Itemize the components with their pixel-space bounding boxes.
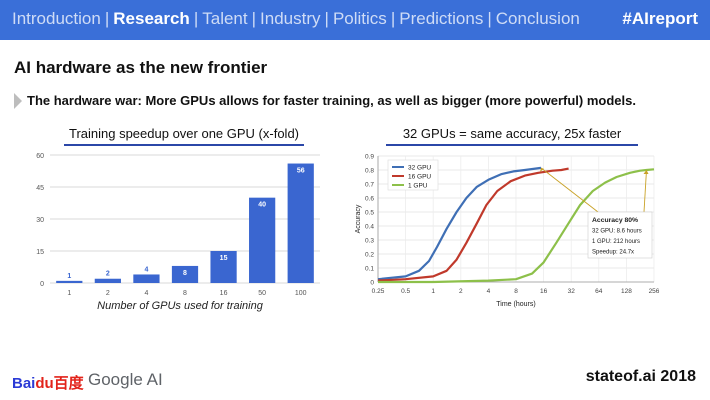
y-tick-label: 0 — [370, 280, 374, 287]
slide-title: AI hardware as the new frontier — [14, 58, 268, 77]
bar-data-label: 56 — [297, 168, 305, 175]
arrowhead-icon — [643, 170, 649, 174]
baidu-logo: Baidu百度 — [12, 372, 84, 393]
line-chart-title-text: 32 GPUs = same accuracy, 25x faster — [402, 126, 622, 141]
baidu-logo-text1: Bai — [12, 375, 36, 392]
annotation-text: 1 GPU: 212 hours — [592, 239, 640, 245]
y-tick-label: 60 — [36, 153, 44, 160]
y-tick-label: 0 — [40, 281, 44, 288]
bar-data-label: 1 — [67, 273, 71, 280]
x-tick-label: 8 — [183, 290, 187, 297]
bar-chart-xlabel: Number of GPUs used for training — [97, 300, 263, 312]
bar — [249, 197, 276, 283]
x-tick-label: 8 — [514, 288, 518, 295]
line-chart: 0 0.1 0.2 0.3 0.4 0.5 0.6 0.7 0.8 0.9 0.25 0.5 1 2 4 8 1… — [355, 154, 660, 309]
nav-item-talent[interactable]: Talent — [202, 9, 248, 28]
nav-separator: | — [390, 9, 396, 28]
legend-label: 16 GPU — [408, 174, 431, 181]
x-tick-label: 2 — [106, 290, 110, 297]
y-tick-label: 15 — [36, 249, 44, 256]
bar — [210, 251, 237, 283]
section-nav: Introduction | Research | Talent | Industry | Po… — [12, 9, 580, 29]
bar-chart-title: Training speedup over one GPU (x-fold) — [64, 126, 304, 146]
bar — [56, 280, 83, 283]
annotation-arrow — [643, 169, 647, 213]
bar-data-label: 8 — [183, 270, 187, 277]
bar-data-label: 40 — [258, 202, 266, 209]
x-tick-label: 0.25 — [372, 288, 385, 295]
y-tick-label: 0.3 — [365, 238, 374, 245]
bar-data-label: 15 — [220, 255, 228, 262]
x-tick-label: 256 — [649, 288, 660, 295]
footer-site-label: stateof.ai 2018 — [585, 368, 696, 385]
annotation-box — [587, 211, 653, 259]
baidu-logo-cn: 百度 — [53, 375, 84, 392]
bullet-arrow-icon — [14, 93, 22, 109]
hashtag-label: #AIreport — [622, 9, 698, 28]
x-tick-label: 1 — [431, 288, 435, 295]
title-underline — [64, 144, 304, 146]
bar — [133, 274, 160, 283]
annotation-text: Accuracy 80% — [592, 217, 638, 224]
bar-data-label: 4 — [144, 266, 148, 273]
nav-item-conclusion[interactable]: Conclusion — [495, 9, 580, 28]
x-tick-label: 0.5 — [401, 288, 410, 295]
nav-separator: | — [104, 9, 110, 28]
bar-chart-title-text: Training speedup over one GPU (x-fold) — [68, 126, 300, 141]
x-tick-label: 50 — [258, 290, 266, 297]
y-tick-label: 0.7 — [365, 182, 374, 189]
x-tick-label: 4 — [144, 290, 148, 297]
bar — [287, 163, 314, 283]
nav-separator: | — [251, 9, 257, 28]
x-tick-label: 1 — [67, 290, 71, 297]
legend-label: 32 GPU — [408, 165, 431, 172]
nav-separator: | — [193, 9, 199, 28]
bar-chart: 0 15 30 45 60 1 1 2 2 4 4 8 8 15 16 40 50 56 100 — [36, 153, 320, 297]
y-axis-label: Accuracy — [355, 204, 362, 233]
x-axis-label: Time (hours) — [496, 301, 535, 308]
annotation-text: 32 GPU: 8.6 hours — [592, 229, 642, 235]
x-tick-label: 4 — [487, 288, 491, 295]
google-ai-logo: Google AI — [88, 370, 163, 389]
y-tick-label: 0.5 — [365, 210, 374, 217]
x-tick-label: 100 — [295, 290, 307, 297]
nav-separator: | — [324, 9, 329, 28]
x-tick-label: 16 — [540, 288, 548, 295]
x-tick-label: 16 — [220, 290, 228, 297]
y-tick-label: 0.4 — [365, 224, 374, 231]
y-tick-label: 45 — [36, 185, 44, 192]
x-tick-label: 32 — [568, 288, 576, 295]
legend-label: 1 GPU — [408, 183, 428, 190]
title-underline — [386, 144, 638, 146]
baidu-logo-text2: du — [35, 375, 54, 392]
y-tick-label: 0.6 — [365, 196, 374, 203]
arrowhead-icon — [540, 167, 545, 172]
x-tick-label: 128 — [621, 288, 632, 295]
y-tick-label: 0.2 — [365, 252, 374, 259]
nav-item-predictions[interactable]: Predictions — [399, 9, 484, 28]
bar — [94, 278, 121, 283]
y-tick-label: 30 — [36, 217, 44, 224]
x-tick-label: 2 — [459, 288, 463, 295]
nav-item-introduction[interactable]: Introduction — [12, 9, 101, 28]
x-tick-label: 64 — [595, 288, 603, 295]
annotation-arrow — [540, 167, 599, 213]
series-line — [378, 168, 655, 284]
slide-subtitle: The hardware war: More GPUs allows for f… — [27, 93, 636, 108]
nav-item-industry[interactable]: Industry — [260, 9, 321, 28]
y-tick-label: 0.8 — [365, 168, 374, 175]
annotation-text: Speedup: 24.7x — [592, 250, 634, 256]
nav-item-research[interactable]: Research — [113, 9, 190, 28]
y-tick-label: 0.1 — [365, 266, 374, 273]
line-chart-title: 32 GPUs = same accuracy, 25x faster — [386, 126, 638, 146]
nav-separator: | — [487, 9, 492, 28]
y-tick-label: 0.9 — [365, 154, 374, 161]
bar — [171, 265, 199, 283]
bar-data-label: 2 — [106, 271, 110, 278]
nav-item-politics[interactable]: Politics — [332, 9, 387, 28]
top-navigation-bar: Introduction | Research | Talent | Industry | Po… — [0, 0, 710, 40]
series-line — [377, 166, 542, 281]
series-line — [377, 167, 569, 282]
